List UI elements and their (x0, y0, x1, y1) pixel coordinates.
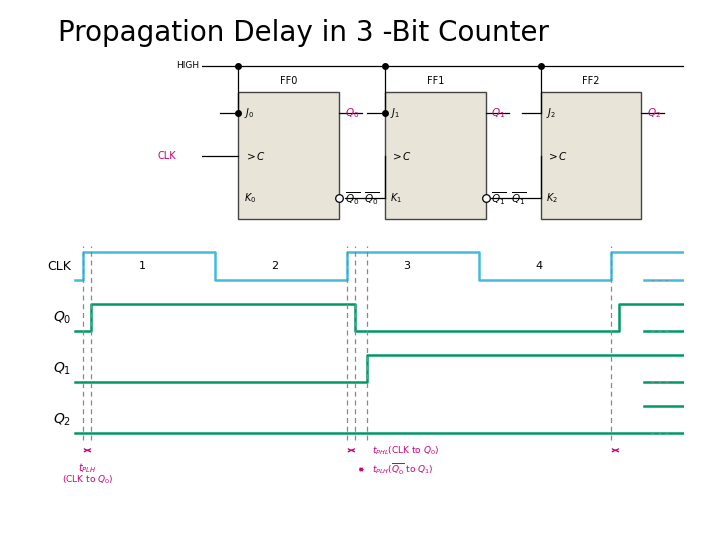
Text: $Q_2$: $Q_2$ (53, 411, 71, 428)
Text: - - -: - - - (651, 377, 669, 387)
Text: $\overline{Q_0}$: $\overline{Q_0}$ (345, 190, 359, 207)
Text: CLK: CLK (48, 260, 71, 273)
Text: $Q_2$: $Q_2$ (647, 106, 661, 119)
Bar (238, 92, 339, 219)
Text: 2: 2 (271, 261, 279, 271)
Text: $\overline{Q_1}$: $\overline{Q_1}$ (491, 190, 506, 207)
Text: $t_{PLH}$: $t_{PLH}$ (78, 461, 96, 475)
Text: $Q_0$: $Q_0$ (53, 309, 71, 326)
Text: HIGH: HIGH (176, 62, 199, 71)
Text: $J_0$: $J_0$ (244, 106, 254, 120)
Text: $>C$: $>C$ (390, 150, 413, 161)
Text: $K_0$: $K_0$ (244, 192, 256, 205)
Text: $Q_1$: $Q_1$ (53, 360, 71, 376)
Text: - - -: - - - (651, 326, 669, 336)
Text: 3: 3 (403, 261, 410, 271)
Text: FF2: FF2 (582, 77, 600, 86)
Text: Propagation Delay in 3 -Bit Counter: Propagation Delay in 3 -Bit Counter (58, 19, 549, 47)
Text: (CLK to $Q_0$): (CLK to $Q_0$) (62, 474, 113, 486)
Text: $>C$: $>C$ (244, 150, 266, 161)
Text: $K_1$: $K_1$ (390, 192, 402, 205)
Text: $t_{PHL}$(CLK to $Q_0$): $t_{PHL}$(CLK to $Q_0$) (372, 444, 440, 457)
Text: FF1: FF1 (426, 77, 444, 86)
Text: $t_{PLH}$($\overline{Q_0}$ to $Q_1$): $t_{PLH}$($\overline{Q_0}$ to $Q_1$) (372, 462, 434, 477)
Text: $\overline{Q_0}$: $\overline{Q_0}$ (364, 190, 379, 207)
Text: $Q_0$: $Q_0$ (345, 106, 359, 119)
Text: - - -: - - - (651, 428, 669, 438)
Text: $J_2$: $J_2$ (546, 106, 556, 120)
Text: $>C$: $>C$ (546, 150, 568, 161)
Bar (541, 92, 642, 219)
Text: 4: 4 (535, 261, 542, 271)
Bar (385, 92, 486, 219)
Text: $K_2$: $K_2$ (546, 192, 558, 205)
Text: FF0: FF0 (280, 77, 297, 86)
Text: $Q_1$: $Q_1$ (491, 106, 505, 119)
Text: CLK: CLK (158, 151, 176, 160)
Text: 1: 1 (139, 261, 146, 271)
Text: $\overline{Q_1}$: $\overline{Q_1}$ (511, 190, 526, 207)
Text: - - -: - - - (651, 275, 669, 285)
Text: $J_1$: $J_1$ (390, 106, 400, 120)
